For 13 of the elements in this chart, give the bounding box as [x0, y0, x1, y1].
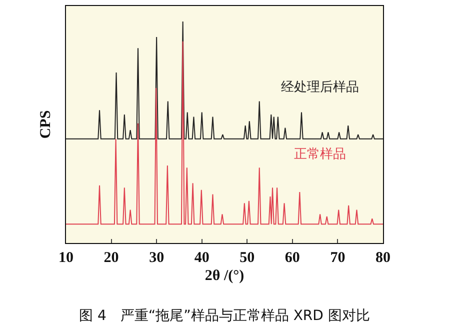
x-axis-title: 2θ /(°) — [204, 268, 244, 284]
x-tick-label: 10 — [58, 250, 74, 266]
series-label: 经处理后样品 — [281, 80, 359, 95]
text: 正常样品 — [294, 147, 346, 162]
x-tick-label: 60 — [284, 250, 300, 266]
x-tick-label: 70 — [330, 250, 346, 266]
text: 图 4 严重“拖尾”样品与正常样品 XRD 图对比 — [79, 308, 370, 324]
x-tick-label: 80 — [376, 250, 390, 266]
y-axis-title: CPS — [38, 110, 54, 139]
x-tick-label: 40 — [194, 250, 210, 266]
x-tick-label: 30 — [149, 250, 164, 266]
x-tick-label: 20 — [104, 250, 119, 266]
x-tick-label: 50 — [240, 250, 255, 266]
